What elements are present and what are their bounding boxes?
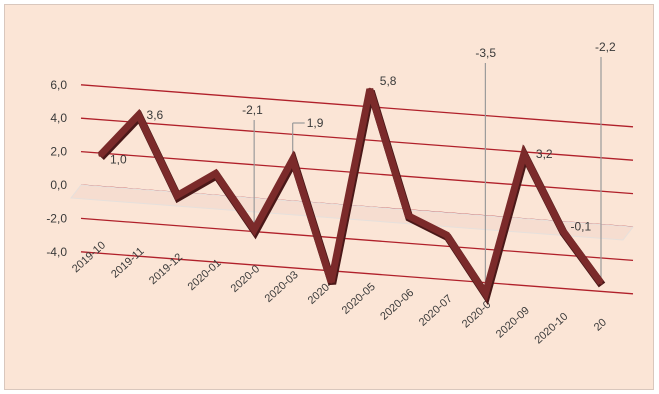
y-tick-label: 2,0 xyxy=(50,145,67,159)
zero-plane xyxy=(70,184,634,241)
series-line xyxy=(97,87,606,306)
y-tick-label: 4,0 xyxy=(50,111,67,125)
line-chart: -4,0-2,00,02,04,06,0 2019-10 2019-11 2019-… xyxy=(5,5,653,389)
data-label: 3,2 xyxy=(536,147,553,161)
gridline xyxy=(80,251,634,295)
data-point xyxy=(599,281,603,285)
data-label: 1,9 xyxy=(307,116,324,130)
chart-frame: -4,0 -2,0 0,0 2,0 4,0 6,0 2019-10 2019-11 2019-… xyxy=(4,4,654,390)
data-point xyxy=(406,214,410,218)
data-point xyxy=(137,113,141,117)
data-label: -3,5 xyxy=(475,46,496,60)
data-label: 5,8 xyxy=(380,74,397,88)
y-axis-ticks: -4,0 -2,0 0,0 2,0 4,0 6,0 xyxy=(46,78,67,259)
data-point xyxy=(368,87,372,91)
gridline xyxy=(80,84,634,128)
y-tick-label: -2,0 xyxy=(46,211,67,225)
series-line-path xyxy=(97,88,604,302)
y-tick-label: 6,0 xyxy=(50,78,67,92)
data-label: -2,1 xyxy=(242,103,263,117)
data-point xyxy=(98,153,102,157)
gridline xyxy=(80,217,634,262)
data-point xyxy=(445,233,449,237)
leader-lines xyxy=(253,57,602,294)
data-label: -2,2 xyxy=(595,40,616,54)
data-label: 1,0 xyxy=(110,152,127,166)
data-label: -0,1 xyxy=(570,220,591,234)
data-point xyxy=(175,193,179,197)
data-labels: 1,0 3,6 -2,1 1,9 5,8 -3,5 3,2 -0,1 -2,2 xyxy=(110,40,616,234)
y-tick-label: 0,0 xyxy=(50,178,67,192)
data-point xyxy=(483,292,487,296)
data-point xyxy=(329,280,333,284)
data-point xyxy=(522,152,526,156)
data-point xyxy=(560,229,564,233)
data-label: 3,6 xyxy=(147,108,164,122)
zero-plane-surface xyxy=(70,184,634,241)
data-point xyxy=(252,228,256,232)
y-tick-label: -4,0 xyxy=(46,245,67,259)
data-point xyxy=(214,171,218,175)
data-point xyxy=(291,157,295,161)
